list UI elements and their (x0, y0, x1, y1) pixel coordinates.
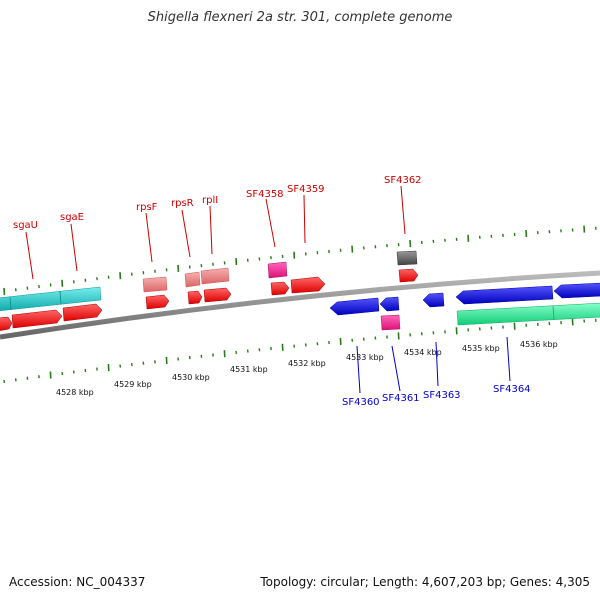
scale-labels: 4528 kbp 4529 kbp 4530 kbp 4531 kbp 4532… (56, 340, 558, 397)
label-sgaE: sgaE (60, 212, 84, 223)
map-title: Shigella flexneri 2a str. 301, complete … (147, 10, 453, 25)
forward-genes (0, 250, 419, 331)
scale-label: 4536 kbp (520, 340, 558, 349)
label-SF4359: SF4359 (287, 184, 325, 195)
gene-sgaE[interactable] (62, 303, 103, 322)
gene-blue-right[interactable] (553, 282, 600, 299)
scale-label: 4533 kbp (346, 353, 384, 362)
label-SF4363: SF4363 (423, 390, 461, 401)
scale-label: 4534 kbp (404, 348, 442, 357)
genome-backbone (0, 270, 600, 340)
label-SF4358: SF4358 (246, 189, 284, 200)
label-rplI: rplI (202, 195, 218, 206)
gene-pink-rpsF[interactable] (142, 276, 168, 293)
gene-rplI[interactable] (203, 287, 232, 303)
gene-SF4361[interactable] (380, 314, 401, 331)
gene-SF4358[interactable] (270, 281, 290, 296)
forward-labels: sgaU sgaE rpsF rpsR rplI SF4358 SF4359 S… (13, 175, 422, 280)
gene-rpsR[interactable] (187, 290, 203, 305)
reverse-labels: SF4360 SF4361 SF4363 SF4364 (342, 336, 531, 408)
gene-SF4359[interactable] (290, 276, 326, 294)
gene-mint[interactable] (456, 302, 600, 326)
gene-SF4362-gray[interactable] (396, 250, 418, 266)
gene-SF4360[interactable] (329, 297, 380, 316)
label-SF4364: SF4364 (493, 384, 531, 395)
label-rpsR: rpsR (171, 198, 194, 209)
gene-SF4358-magenta[interactable] (267, 261, 288, 279)
scale-label: 4531 kbp (230, 365, 268, 374)
genome-summary-text: Topology: circular; Length: 4,607,203 bp… (260, 575, 590, 589)
scale-label: 4529 kbp (114, 380, 152, 389)
gene-cyan-forward[interactable] (0, 286, 102, 312)
label-rpsF: rpsF (136, 202, 158, 213)
label-SF4361: SF4361 (382, 393, 420, 404)
gene-SF4363[interactable] (422, 292, 445, 308)
gene-SF4364[interactable] (455, 285, 554, 305)
scale-label: 4528 kbp (56, 388, 94, 397)
scale-label: 4530 kbp (172, 373, 210, 382)
scale-label: 4535 kbp (462, 344, 500, 353)
gene-SF4361-blue[interactable] (379, 296, 400, 312)
gene-red-1[interactable] (0, 316, 13, 331)
scale-label: 4532 kbp (288, 359, 326, 368)
label-SF4360: SF4360 (342, 397, 380, 408)
gene-SF4362[interactable] (398, 268, 419, 283)
tick-row-upper (3, 225, 597, 295)
gene-pink-rpsR[interactable] (184, 271, 201, 288)
tick-row-lower (3, 318, 597, 384)
gene-rpsF[interactable] (145, 294, 170, 310)
label-sgaU: sgaU (13, 220, 38, 231)
gene-sgaU[interactable] (11, 309, 63, 329)
gene-pink-rplI[interactable] (200, 267, 230, 285)
label-SF4362: SF4362 (384, 175, 422, 186)
accession-text: Accession: NC_004337 (9, 575, 146, 589)
reverse-genes (329, 282, 600, 331)
